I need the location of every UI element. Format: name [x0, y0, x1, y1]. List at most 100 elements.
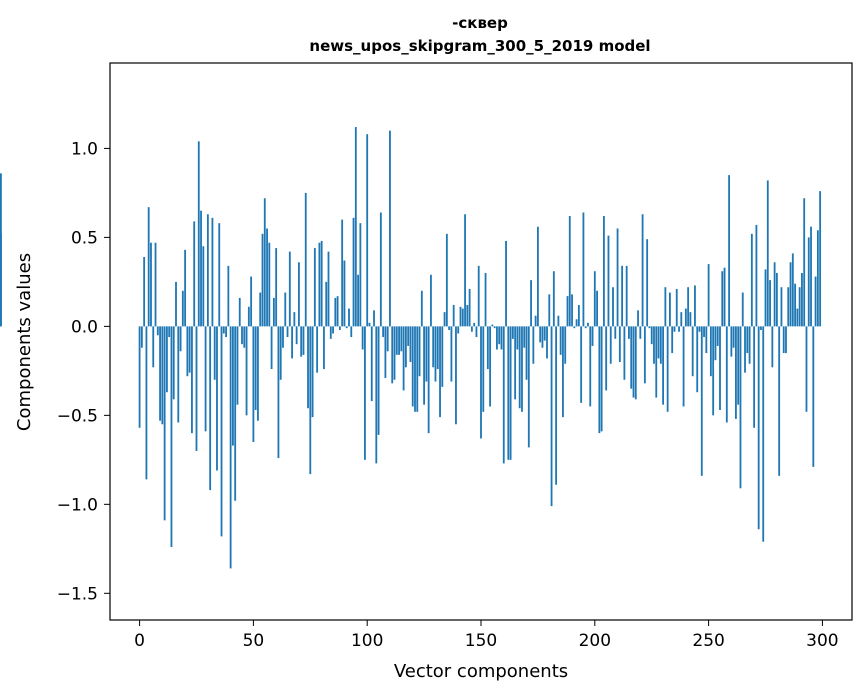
bar-13 — [168, 326, 171, 338]
y-axis-ticks: −1.5 −1.0 −0.5 0.0 0.5 1.0 — [57, 139, 110, 604]
bar-228 — [657, 326, 660, 359]
x-tick-label: 300 — [806, 631, 838, 651]
bar-64 — [284, 292, 287, 327]
bar-46 — [243, 326, 246, 348]
bar-272 — [757, 326, 760, 530]
bar-11 — [163, 326, 166, 521]
bar-33 — [213, 326, 216, 380]
y-tick-label: −0.5 — [57, 406, 98, 426]
bar-165 — [514, 326, 517, 400]
bar-119 — [409, 326, 412, 362]
bar-268 — [748, 326, 751, 364]
bar-295 — [810, 226, 812, 327]
bar-239 — [682, 326, 685, 407]
bar-87 — [336, 296, 339, 327]
bar-282 — [780, 287, 783, 327]
bar-288 — [794, 283, 797, 327]
bar-195 — [582, 212, 585, 327]
bar-144 — [466, 305, 469, 327]
bar-184 — [557, 315, 560, 327]
y-tick-label: −1.5 — [57, 584, 98, 604]
bar-223 — [646, 239, 649, 327]
bar-218 — [634, 326, 637, 400]
bar-199 — [591, 326, 594, 346]
bar-157 — [496, 326, 498, 350]
x-axis-ticks: 0 50 100 150 200 250 300 — [134, 620, 839, 651]
bar-68 — [293, 312, 296, 327]
bar-59 — [272, 297, 275, 327]
bar-161 — [505, 240, 507, 327]
bar-177 — [541, 326, 544, 348]
bar-115 — [400, 326, 403, 352]
bar-140 — [457, 326, 460, 334]
bar-73 — [304, 192, 307, 327]
bar-213 — [623, 326, 626, 380]
bar-152 — [484, 272, 487, 327]
bar-174 — [534, 315, 537, 327]
bar-207 — [609, 326, 612, 364]
bar-233 — [669, 292, 671, 327]
bar-243 — [691, 326, 694, 377]
bar-188 — [566, 296, 569, 327]
bar-117 — [404, 326, 407, 368]
bar-205 — [605, 326, 608, 391]
bar-138 — [452, 305, 455, 327]
bar-121 — [414, 326, 416, 412]
bar-277 — [769, 280, 771, 327]
bar-70 — [298, 262, 300, 327]
bar-66 — [288, 251, 291, 327]
bar-16 — [175, 281, 177, 327]
bar-232 — [666, 326, 669, 412]
x-tick-label: 250 — [692, 631, 724, 651]
bar-75 — [309, 326, 312, 475]
bar-190 — [571, 294, 573, 327]
bar-156 — [493, 326, 496, 329]
bar-208 — [612, 287, 614, 327]
bar-267 — [746, 326, 749, 354]
bar-19 — [181, 290, 184, 327]
bar-250 — [707, 264, 710, 327]
bar-6 — [152, 326, 155, 368]
bar-159 — [500, 326, 503, 350]
chart-title-line2: news_upos_skipgram_300_5_2019 model — [309, 37, 650, 55]
bar-106 — [379, 212, 382, 327]
y-tick-label: −1.0 — [57, 495, 98, 515]
bar-206 — [607, 235, 610, 327]
bar-275 — [764, 269, 767, 327]
bar-135 — [445, 233, 448, 327]
bar-12 — [165, 326, 168, 393]
bar-79 — [318, 242, 321, 327]
bar-74 — [307, 326, 309, 409]
bar-50 — [252, 326, 255, 443]
bar-260 — [730, 326, 733, 357]
bar-94 — [352, 217, 355, 327]
bar-153 — [486, 326, 489, 370]
bar-25 — [195, 326, 198, 451]
bar-85 — [332, 326, 334, 334]
bar-139 — [455, 326, 457, 425]
bar-52 — [257, 326, 259, 421]
bar-69 — [295, 326, 298, 345]
bar-217 — [632, 326, 635, 398]
bar-255 — [719, 326, 721, 411]
bar-273 — [760, 326, 762, 330]
bar-109 — [386, 326, 389, 352]
bar-142 — [461, 308, 464, 327]
bar-200 — [593, 271, 596, 327]
bar-219 — [637, 310, 639, 327]
bar-26 — [197, 141, 200, 327]
bar-172 — [530, 280, 532, 327]
bar-290 — [798, 287, 801, 327]
bar-297 — [814, 276, 817, 327]
bar-131 — [436, 326, 439, 370]
bar-231 — [664, 287, 667, 327]
bar-296 — [812, 326, 815, 467]
bar-101 — [368, 322, 371, 327]
bar-86 — [334, 297, 337, 327]
bar-180 — [548, 294, 551, 327]
bar-31 — [209, 326, 212, 491]
bar-154 — [489, 326, 492, 407]
bar-124 — [420, 290, 423, 327]
bar-98 — [361, 326, 364, 350]
bar-164 — [511, 326, 514, 339]
